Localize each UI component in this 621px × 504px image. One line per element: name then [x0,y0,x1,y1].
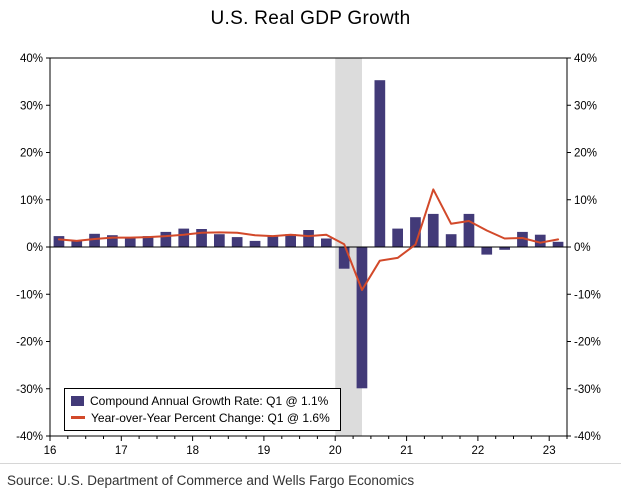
x-axis-label: 20 [329,445,342,457]
x-axis-label: 18 [186,445,199,457]
gdp-bar [89,233,100,247]
gdp-bar [481,247,493,255]
bar-series-swatch-icon [71,395,84,406]
x-axis-label: 21 [400,445,413,457]
gdp-bar [534,234,546,247]
gdp-bar [71,240,83,247]
gdp-bar [107,235,118,247]
y-axis-label-right: 10% [574,195,597,207]
gdp-bar [321,238,332,247]
gdp-bar [463,213,475,247]
y-axis-label-right: -10% [574,289,601,301]
gdp-bar [303,230,314,247]
gdp-bar [53,236,65,247]
x-axis-label: 23 [543,445,556,457]
y-axis-label-right: -30% [574,384,601,396]
legend-label-yoy: Year-over-Year Percent Change: Q1 @ 1.6% [91,410,330,425]
source-note: Source: U.S. Department of Commerce and … [0,463,621,488]
x-axis-label: 17 [115,445,128,457]
gdp-bar [392,228,403,247]
y-axis-label-right: 20% [574,148,597,160]
gdp-bar [552,241,564,247]
y-axis-label-right: 40% [574,53,597,65]
legend-label-cagr: Compound Annual Growth Rate: Q1 @ 1.1% [90,393,329,408]
x-axis-label: 19 [258,445,271,457]
chart-title: U.S. Real GDP Growth [210,8,411,29]
gdp-bar [160,231,172,247]
y-axis-label-right: -20% [574,337,601,349]
gdp-bar [374,80,386,247]
y-axis-label-left: 30% [20,100,43,112]
y-axis-label-left: -20% [16,337,43,349]
y-axis-label-left: 10% [20,195,43,207]
gdp-bar [178,228,190,247]
gdp-bar [410,217,421,247]
x-axis-label: 16 [44,445,57,457]
gdp-chart: -40% -40% -30% -30% -20% -20% -10% -10% 0% 0% 10% 1… [16,53,601,457]
y-axis-label-left: -30% [16,384,43,396]
gdp-bar [249,240,261,247]
y-axis-label-right: 30% [574,100,597,112]
y-axis-label-left: -10% [16,289,43,301]
gdp-bar [124,238,136,247]
gdp-bar [214,234,225,247]
chart-legend: Compound Annual Growth Rate: Q1 @ 1.1% Y… [64,388,341,431]
gdp-bar [356,247,368,389]
gdp-bar [517,231,528,247]
gdp-bar [285,234,296,247]
y-axis-label-right: -40% [574,431,601,443]
gdp-bar [267,236,279,247]
legend-item-yoy: Year-over-Year Percent Change: Q1 @ 1.6% [71,409,330,426]
y-axis-label-left: -40% [16,431,43,443]
y-axis-label-left: 0% [26,242,43,254]
y-axis-label-left: 20% [20,148,43,160]
gdp-bar [445,234,457,247]
yoy-line [57,188,560,291]
y-axis-label-right: 0% [574,242,591,254]
chart-area: -40% -40% -30% -30% -20% -20% -10% -10% 0% 0% 10% 1… [0,38,621,463]
x-axis-label: 22 [472,445,485,457]
y-axis-label-left: 40% [20,53,43,65]
line-series-swatch-icon [71,416,85,419]
gdp-bar [231,237,243,247]
gdp-bar [427,213,439,247]
gdp-bar [499,247,510,250]
gdp-bar [196,229,207,247]
gdp-bar [142,236,154,247]
gdp-bar [338,247,350,269]
legend-item-cagr: Compound Annual Growth Rate: Q1 @ 1.1% [71,392,330,409]
